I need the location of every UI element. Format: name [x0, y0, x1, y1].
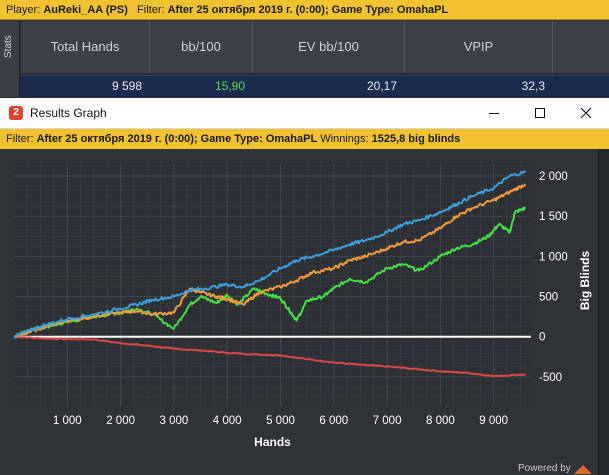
column-header-bb100[interactable]: bb/100: [150, 21, 253, 73]
window-title: Results Graph: [30, 106, 107, 120]
x-tick-label: 3 000: [160, 415, 189, 427]
stats-tab[interactable]: Stats: [0, 21, 20, 97]
graph-filter-value: After 25 октября 2019 г. (0:00); Game Ty…: [36, 133, 318, 145]
winnings-value: 1525,8 big blinds: [371, 133, 461, 145]
series-line-1: [13, 206, 527, 339]
close-button[interactable]: [563, 98, 609, 129]
plot-area: [14, 164, 531, 405]
cell-bb100: 15,90: [214, 79, 245, 93]
series-line-0: [13, 335, 526, 378]
series-line-2: [13, 183, 527, 339]
player-name: AuReki_AA (PS): [43, 4, 128, 16]
series-line-3: [13, 170, 527, 339]
player-filter-bar: Player: AuReki_AA (PS) Filter: After 25 …: [0, 0, 609, 20]
minimize-icon: [489, 113, 499, 114]
close-icon: [580, 107, 592, 119]
x-tick-label: 9 000: [479, 415, 508, 427]
x-tick-label: 6 000: [319, 415, 348, 427]
cell-ev-bb100: 20,17: [366, 79, 397, 93]
cell-total-hands: 9 598: [111, 79, 142, 93]
x-tick-label: 5 000: [266, 415, 295, 427]
y-tick-label: 1 500: [539, 211, 568, 223]
window-side-strip: [598, 149, 609, 475]
column-header-ev-bb100[interactable]: EV bb/100: [253, 21, 405, 73]
cell-vpip: 32,3: [521, 79, 545, 93]
x-tick-label: 1 000: [53, 415, 82, 427]
y-tick-label: 2 000: [539, 171, 568, 183]
y-axis-title: Big Blinds: [578, 250, 592, 310]
app-logo-icon: 2: [9, 106, 23, 120]
column-header-more[interactable]: [553, 21, 609, 73]
results-graph-window: 2 Results Graph Filter: After 25 октября…: [0, 98, 609, 475]
window-titlebar[interactable]: 2 Results Graph: [0, 98, 609, 129]
x-tick-label: 7 000: [373, 415, 402, 427]
graph-filter-label: Filter:: [6, 133, 34, 145]
x-tick-label: 2 000: [106, 415, 135, 427]
stats-tab-label: Stats: [3, 35, 14, 59]
winnings-label: Winnings:: [320, 133, 369, 145]
results-graph-chart: 1 000 2 000 3 000 4 000 5 000 6 000 7 000 8 000…: [13, 164, 592, 449]
minimize-button[interactable]: [471, 98, 517, 129]
column-header-vpip[interactable]: VPIP: [405, 21, 553, 73]
powered-by-text: Powered by: [518, 463, 571, 474]
filter-value: After 25 октября 2019 г. (0:00); Game Ty…: [167, 4, 449, 16]
y-tick-label: 500: [539, 292, 558, 304]
filter-label: Filter:: [137, 4, 165, 16]
x-tick-label: 8 000: [426, 415, 455, 427]
y-tick-label: 1 000: [539, 251, 568, 263]
maximize-icon: [535, 108, 545, 118]
graph-filter-bar: Filter: After 25 октября 2019 г. (0:00);…: [0, 129, 609, 149]
stats-table-header: Total Hands bb/100 EV bb/100 VPIP: [21, 21, 609, 73]
y-tick-label: 0: [539, 332, 545, 344]
y-tick-label: -500: [539, 372, 562, 384]
player-label: Player:: [6, 4, 41, 16]
x-tick-label: 4 000: [213, 415, 242, 427]
powered-by-logo-icon: [574, 465, 592, 474]
column-header-total-hands[interactable]: Total Hands: [21, 21, 150, 73]
x-axis-title: Hands: [254, 435, 291, 449]
table-row[interactable]: 9 598 15,90 20,17 32,3: [21, 75, 609, 97]
maximize-button[interactable]: [517, 98, 563, 129]
